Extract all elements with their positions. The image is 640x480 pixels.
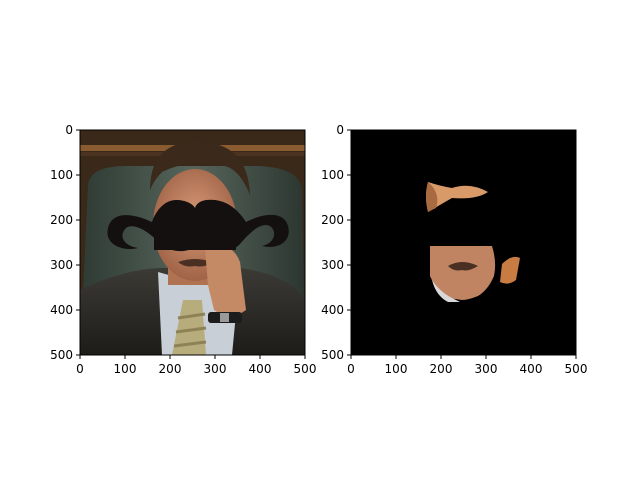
right-masked-photo (351, 130, 576, 355)
right-ytick-label: 200 (321, 213, 344, 227)
right-ytick-label: 300 (321, 258, 344, 272)
right-ytick-label: 500 (321, 348, 344, 362)
right-xtick-label: 500 (565, 362, 588, 376)
right-xtick-label: 200 (430, 362, 453, 376)
left-xtick-label: 200 (159, 362, 182, 376)
right-ytick-label: 100 (321, 168, 344, 182)
right-ytick-label: 400 (321, 303, 344, 317)
right-xtick-label: 300 (475, 362, 498, 376)
left-ytick-label: 0 (65, 123, 73, 137)
mustache-overlay (107, 199, 289, 252)
right-xtick-label: 100 (385, 362, 408, 376)
left-xtick-label: 300 (204, 362, 227, 376)
left-image-axes (79, 129, 306, 356)
left-xtick-label: 500 (294, 362, 317, 376)
left-xtick-label: 400 (249, 362, 272, 376)
left-ytick-label: 200 (50, 213, 73, 227)
right-image-axes (350, 129, 577, 356)
right-xtick-label: 0 (347, 362, 355, 376)
left-ytick-label: 100 (50, 168, 73, 182)
left-xtick-label: 100 (114, 362, 137, 376)
left-photo (80, 130, 305, 355)
left-ytick-label: 300 (50, 258, 73, 272)
right-xtick-label: 400 (520, 362, 543, 376)
right-ytick-label: 0 (336, 123, 344, 137)
left-ytick-label: 500 (50, 348, 73, 362)
left-xtick-label: 0 (76, 362, 84, 376)
left-ytick-label: 400 (50, 303, 73, 317)
